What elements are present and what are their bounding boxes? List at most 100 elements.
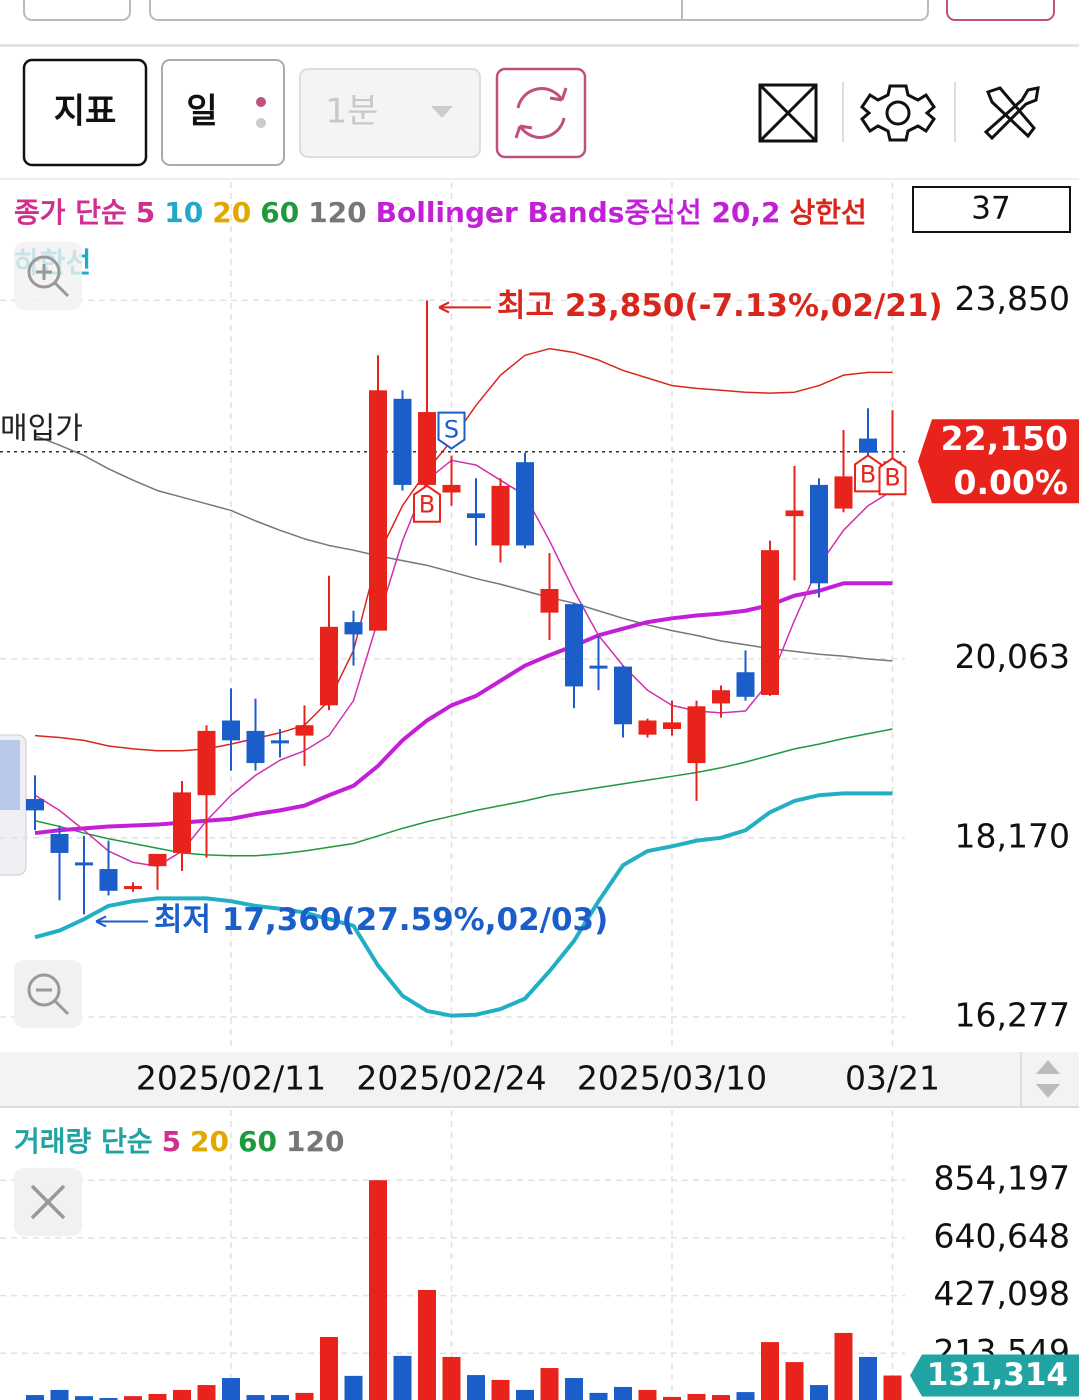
legend-entry: 5 [162,1125,181,1158]
legend-entry: 종가 단순 [14,196,127,229]
count-box[interactable] [912,186,1071,233]
date-axis-band [0,1052,1079,1107]
top-button[interactable] [946,0,1055,21]
legend-entry: 상한선 [790,196,867,229]
volume-bar [736,1392,755,1400]
indicator-button[interactable] [22,58,148,167]
zoom-in[interactable] [14,242,82,310]
interval-label: 1분 [326,92,379,132]
last-volume: 131,314 [927,1357,1068,1393]
volume-bar [418,1289,436,1400]
volume-bar [442,1356,461,1400]
candle-body [393,398,412,485]
signal-label: B [884,463,900,491]
legend-entry: 120 [308,196,366,229]
legend-entry: 60 [238,1125,277,1158]
side-tab-thumb [0,740,20,810]
volume-bar [393,1355,412,1400]
candle-body [271,740,289,744]
separator [0,178,1079,180]
separator [0,44,1079,47]
legend-entry: 10 [164,196,203,229]
expand-icon[interactable] [758,83,818,143]
signal-marker [413,484,441,523]
annotation-arrow [438,301,491,314]
candle-body [687,706,706,764]
candle-body [614,666,632,725]
candle-body [246,730,265,764]
candle-body [26,799,44,811]
x-tick-label: 2025/02/24 [356,1059,546,1098]
last-price-box [918,419,1079,504]
signal-marker [437,411,466,450]
volume-bar [344,1375,363,1400]
signal-marker [878,457,907,496]
settings-icon[interactable] [860,84,936,142]
candle-body [540,588,559,613]
indicator-label: 지표 [54,92,117,132]
last-change: 0.00% [954,463,1069,502]
period-label: 일 [186,92,217,132]
candle-body [712,690,730,704]
close-volume[interactable] [14,1168,82,1236]
refresh-icon [514,87,568,139]
candle-body [589,665,608,669]
legend-entry: 5 [136,196,155,229]
volume-bar [663,1396,681,1400]
volume-bar [589,1392,608,1400]
volume-bar [810,1385,828,1400]
volume-bar [75,1396,93,1400]
volume-bar [320,1336,338,1400]
x-tick-label: 2025/02/11 [136,1059,326,1098]
indicator-line [34,728,893,857]
candle-body [761,550,779,695]
buy-price-label: 매입가 [0,411,83,446]
period-button[interactable] [161,59,285,166]
interval-select[interactable] [299,68,481,158]
chart-layer: 종가 단순 5 10 20 60 120 Bollinger Bands중심선 20,2 상한… [0,182,1079,1400]
candle-body [75,862,93,866]
signal-label: B [860,460,876,488]
signal-label: S [444,416,459,444]
refresh-button[interactable] [495,67,587,159]
volume-bar [859,1356,877,1400]
candle-body [344,622,363,635]
candle-body [859,438,877,453]
volume-bar [883,1375,902,1400]
legend-entry: 거래량 단순 [14,1125,153,1158]
y-tick-label: 16,277 [955,995,1070,1034]
indicator-line [34,435,893,662]
top-button[interactable] [23,0,131,21]
volume-bar [761,1342,779,1400]
volume-bar [271,1395,289,1400]
volume-bar [124,1396,142,1400]
volume-bar [26,1395,44,1400]
volume-bar [687,1393,706,1400]
zoom-out[interactable] [14,960,82,1028]
top-field[interactable] [149,0,929,21]
y-tick-label: 854,197 [934,1159,1070,1198]
legend-entry: 120 [286,1125,344,1158]
candle-body [99,869,118,891]
volume-bar [712,1395,730,1400]
volume-bar [516,1389,534,1400]
candle-body [565,604,583,687]
indicator-line [34,791,893,1018]
volume-bar [99,1398,118,1400]
y-tick-label: 640,648 [934,1216,1070,1255]
signal-marker [854,454,882,493]
candle-body [197,730,216,796]
legend-entry: 20 [212,196,251,229]
candle-body [124,886,142,890]
candle-body [491,485,510,546]
dropdown-arrow [431,106,453,118]
dot [256,118,266,128]
legend-entry: 60 [260,196,299,229]
scroll-arrows[interactable] [1036,1060,1060,1098]
candle-body [516,462,534,546]
tools-icon[interactable] [983,86,1040,141]
annotation-arrow [95,915,148,928]
volume-bar [491,1379,510,1400]
volume-bar [565,1378,583,1400]
